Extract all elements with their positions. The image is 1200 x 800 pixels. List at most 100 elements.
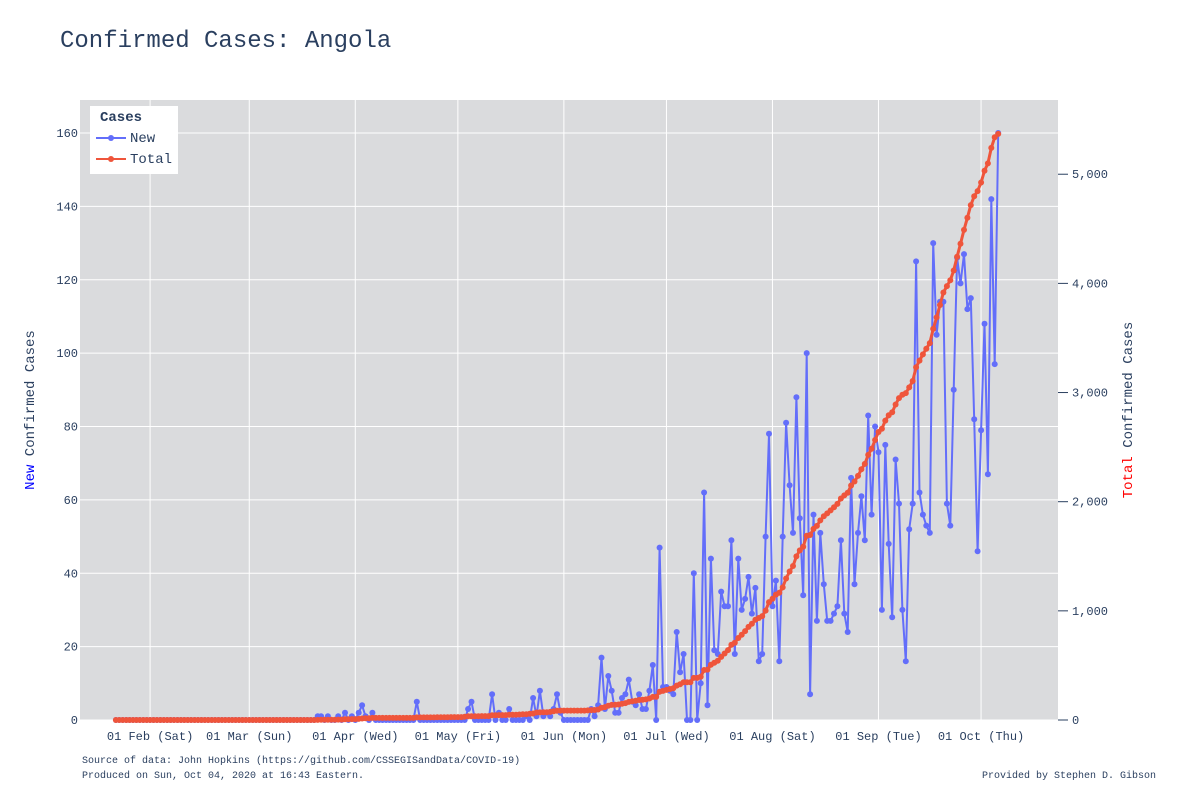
legend-label-new: New — [130, 131, 156, 147]
y-right-axis-title: Total Confirmed Cases — [1121, 322, 1137, 498]
data-point-new — [981, 320, 988, 327]
data-point-total — [889, 409, 896, 416]
data-point-new — [783, 419, 790, 426]
chart-title: Confirmed Cases: Angola — [60, 28, 392, 55]
data-point-total — [947, 277, 954, 284]
data-point-new — [817, 529, 824, 536]
data-point-total — [731, 639, 738, 646]
data-point-total — [926, 340, 933, 347]
footer-source: Source of data: John Hopkins (https://gi… — [82, 756, 521, 767]
data-point-new — [841, 610, 848, 617]
data-point-new — [865, 412, 872, 419]
y-left-tick-label: 140 — [56, 200, 78, 214]
data-point-new — [882, 441, 889, 448]
data-point-new — [991, 361, 998, 368]
data-point-new — [728, 537, 735, 544]
data-point-new — [834, 603, 841, 610]
data-point-new — [885, 540, 892, 547]
data-point-new — [971, 416, 978, 423]
data-point-new — [861, 537, 868, 544]
data-point-new — [875, 449, 882, 456]
data-point-new — [772, 577, 779, 584]
y-left-tick-label: 80 — [64, 421, 78, 435]
data-point-new — [625, 676, 632, 683]
x-axis-ticks: 01 Feb (Sat) 01 Mar (Sun) 01 Apr (Wed) 01 M… — [107, 730, 1024, 744]
y-left-tick-label: 100 — [56, 347, 78, 361]
data-point-new — [359, 702, 366, 709]
legend-swatch-new — [96, 133, 126, 143]
data-point-new — [810, 511, 817, 518]
data-point-total — [769, 595, 776, 602]
data-point-new — [793, 394, 800, 401]
y-left-tick-label: 20 — [64, 641, 78, 655]
legend-item-total[interactable]: Total — [96, 152, 172, 168]
data-point-new — [745, 573, 752, 580]
data-point-total — [906, 384, 913, 391]
data-point-total — [974, 188, 981, 195]
data-point-total — [865, 451, 872, 458]
data-point-total — [892, 401, 899, 408]
data-point-new — [796, 515, 803, 522]
data-point-total — [800, 543, 807, 550]
data-point-new — [779, 533, 786, 540]
data-point-new — [813, 617, 820, 624]
data-point-new — [748, 610, 755, 617]
data-point-new — [831, 610, 837, 617]
data-point-total — [916, 357, 923, 364]
data-point-new — [656, 544, 663, 551]
data-point-new — [820, 581, 827, 588]
data-point-new — [988, 196, 995, 203]
data-point-total — [933, 314, 940, 321]
data-point-new — [649, 662, 656, 668]
data-point-total — [978, 179, 985, 186]
data-point-new — [554, 691, 560, 698]
data-point-total — [687, 679, 694, 686]
y-left-axis-ticks: 0 20 40 60 80 100 120 140 160 — [56, 127, 78, 728]
data-point-new — [943, 500, 950, 507]
data-point-total — [954, 253, 961, 260]
legend-item-new[interactable]: New — [96, 131, 155, 147]
x-tick-label: 01 Mar (Sun) — [206, 730, 292, 744]
data-point-new — [680, 651, 687, 657]
data-point-new — [984, 471, 991, 478]
x-tick-label: 01 Jun (Mon) — [521, 730, 607, 744]
x-tick-label: 01 Aug (Sat) — [729, 730, 815, 744]
data-point-new — [653, 717, 660, 723]
data-point-new — [926, 529, 933, 536]
data-point-total — [967, 202, 974, 209]
data-point-total — [759, 613, 766, 620]
x-tick-label: 01 Oct (Thu) — [938, 730, 1024, 744]
data-point-new — [837, 537, 844, 544]
footer-provider: Provided by Stephen D. Gibson — [981, 771, 1156, 782]
data-point-total — [882, 417, 889, 424]
data-point-new — [957, 280, 964, 287]
data-point-new — [704, 702, 711, 709]
data-point-new — [622, 691, 629, 698]
data-point-total — [817, 517, 824, 524]
data-point-new — [755, 658, 762, 665]
data-point-total — [902, 390, 909, 397]
data-point-new — [964, 306, 971, 313]
y-right-tick-label: 2,000 — [1072, 496, 1108, 510]
data-point-new — [342, 709, 348, 716]
data-point-new — [605, 673, 612, 679]
data-point-new — [584, 717, 591, 723]
data-point-total — [943, 283, 950, 290]
y-left-tick-label: 120 — [56, 274, 78, 288]
data-point-new — [701, 489, 708, 496]
data-point-new — [413, 698, 420, 705]
data-point-total — [878, 425, 885, 432]
data-point-total — [913, 364, 920, 371]
data-point-new — [725, 603, 731, 610]
data-point-total — [786, 568, 793, 575]
data-point-total — [697, 673, 704, 680]
data-point-total — [725, 647, 731, 654]
data-point-total — [964, 214, 971, 221]
data-point-total — [776, 589, 783, 596]
data-point-new — [615, 709, 622, 716]
x-tick-label: 01 Sep (Tue) — [835, 730, 921, 744]
data-point-new — [707, 555, 714, 562]
data-point-new — [868, 511, 875, 518]
data-point-new — [947, 522, 954, 529]
data-point-new — [547, 713, 554, 720]
